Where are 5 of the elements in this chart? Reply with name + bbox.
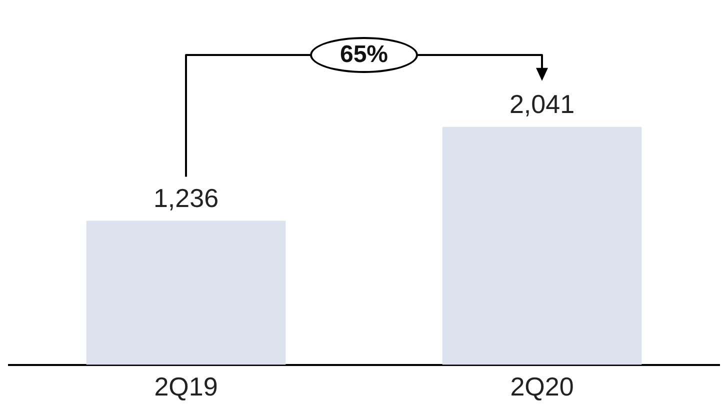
data-label: 2,041 [509, 89, 575, 120]
x-tick-label: 2Q20 [510, 372, 574, 402]
text: 65% [310, 37, 418, 73]
x-tick-label: 2Q19 [154, 372, 218, 402]
data-label: 1,236 [153, 182, 219, 213]
